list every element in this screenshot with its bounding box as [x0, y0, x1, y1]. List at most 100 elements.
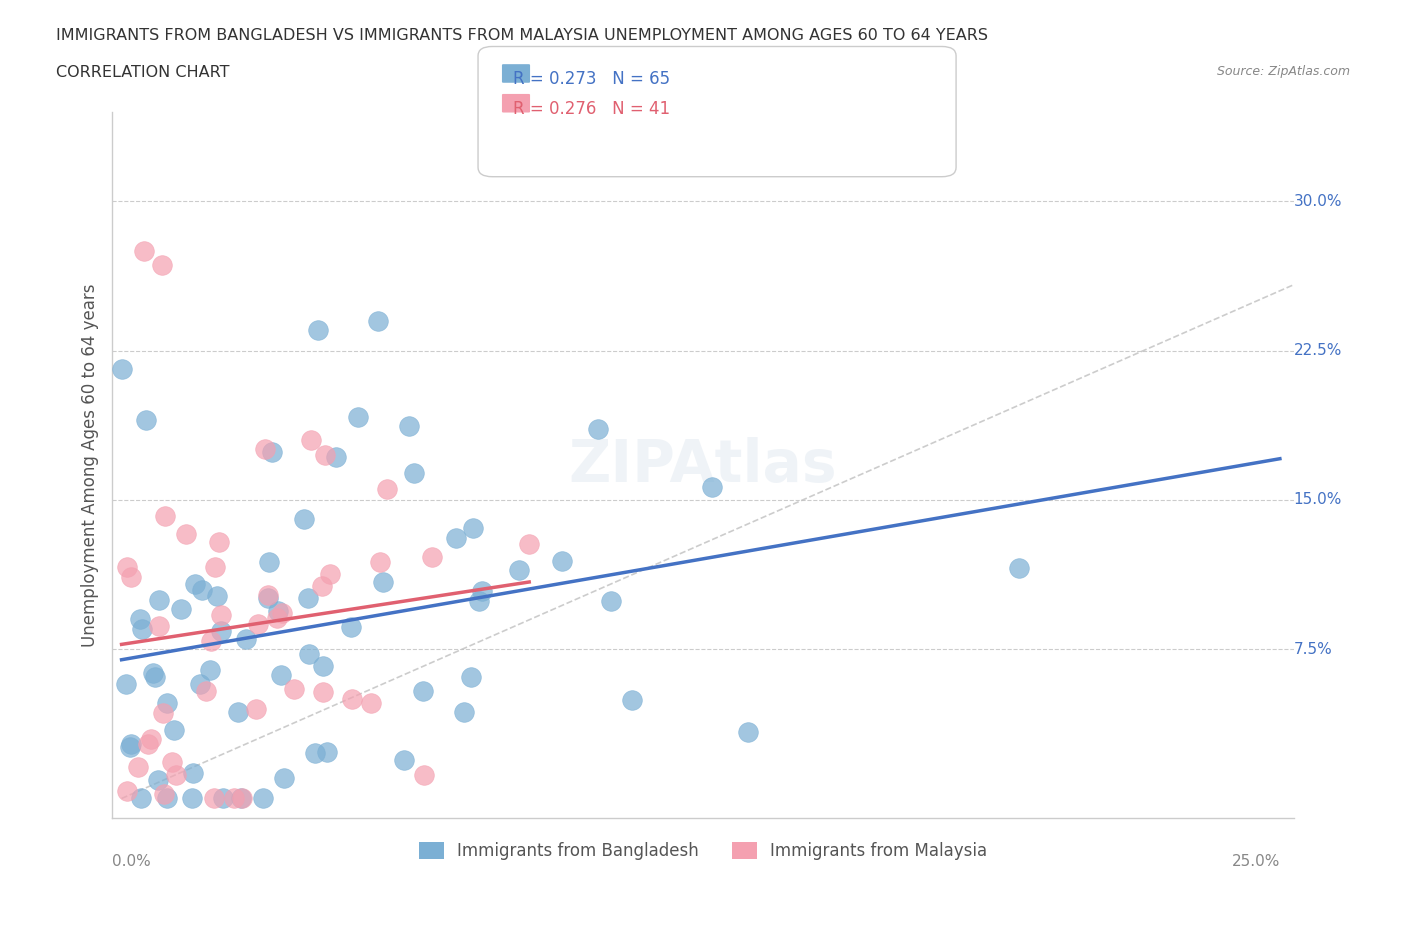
Text: 0.0%: 0.0%	[112, 855, 152, 870]
Text: R = 0.273   N = 65: R = 0.273 N = 65	[513, 70, 671, 87]
Text: 30.0%: 30.0%	[1294, 193, 1341, 208]
Point	[200, 634, 222, 649]
Point	[304, 746, 326, 761]
Point	[150, 258, 173, 272]
Text: Source: ZipAtlas.com: Source: ZipAtlas.com	[1216, 65, 1350, 78]
Point	[252, 791, 274, 806]
Point	[131, 621, 153, 636]
Point	[183, 577, 205, 591]
Point	[468, 594, 491, 609]
Point	[118, 739, 141, 754]
Point	[222, 791, 245, 806]
Point	[292, 512, 315, 526]
Point	[235, 631, 257, 646]
Point	[444, 530, 467, 545]
Point	[129, 791, 152, 806]
Text: 22.5%: 22.5%	[1294, 343, 1341, 358]
Point	[160, 755, 183, 770]
Point	[347, 410, 370, 425]
Point	[453, 705, 475, 720]
Point	[181, 791, 204, 806]
Point	[127, 760, 149, 775]
Point	[156, 696, 179, 711]
Point	[139, 732, 162, 747]
Point	[271, 605, 294, 620]
Text: 7.5%: 7.5%	[1294, 642, 1333, 657]
Point	[371, 574, 394, 589]
Point	[198, 663, 221, 678]
Point	[420, 549, 443, 564]
Point	[737, 724, 759, 739]
Point	[319, 566, 342, 581]
Point	[202, 791, 225, 806]
Point	[621, 693, 644, 708]
Point	[270, 668, 292, 683]
Point	[148, 592, 170, 607]
Point	[138, 737, 160, 751]
Point	[135, 413, 157, 428]
Point	[156, 791, 179, 806]
Point	[153, 787, 176, 802]
Point	[115, 676, 138, 691]
Point	[402, 466, 425, 481]
Point	[162, 723, 184, 737]
Point	[586, 421, 609, 436]
Point	[153, 509, 176, 524]
Point	[339, 619, 361, 634]
Point	[398, 418, 420, 433]
Text: CORRELATION CHART: CORRELATION CHART	[56, 65, 229, 80]
Point	[143, 670, 166, 684]
Point	[142, 666, 165, 681]
Point	[599, 593, 621, 608]
Point	[340, 692, 363, 707]
Point	[165, 767, 187, 782]
Point	[311, 578, 333, 593]
Point	[191, 582, 214, 597]
Point	[367, 313, 389, 328]
Point	[1008, 561, 1031, 576]
Point	[360, 696, 382, 711]
Y-axis label: Unemployment Among Ages 60 to 64 years: Unemployment Among Ages 60 to 64 years	[80, 284, 98, 646]
Point	[226, 705, 249, 720]
Point	[245, 701, 267, 716]
Point	[517, 537, 540, 551]
Point	[115, 784, 138, 799]
Text: IMMIGRANTS FROM BANGLADESH VS IMMIGRANTS FROM MALAYSIA UNEMPLOYMENT AMONG AGES 6: IMMIGRANTS FROM BANGLADESH VS IMMIGRANTS…	[56, 28, 988, 43]
Point	[111, 362, 134, 377]
Point	[194, 684, 217, 698]
Point	[298, 646, 321, 661]
Text: ZIPAtlas: ZIPAtlas	[568, 436, 838, 494]
Point	[700, 479, 723, 494]
Point	[229, 791, 252, 806]
Point	[181, 765, 204, 780]
Point	[392, 752, 415, 767]
Point	[262, 445, 284, 459]
Text: 25.0%: 25.0%	[1232, 855, 1279, 870]
Point	[266, 610, 288, 625]
Text: 15.0%: 15.0%	[1294, 492, 1341, 508]
Point	[120, 737, 142, 751]
Point	[204, 559, 226, 574]
Point	[208, 534, 231, 549]
Point	[257, 554, 280, 569]
Point	[312, 658, 335, 673]
Point	[120, 569, 142, 584]
Point	[148, 772, 170, 787]
Point	[273, 771, 295, 786]
Point	[246, 617, 269, 631]
Point	[212, 791, 235, 806]
Point	[148, 618, 170, 633]
Point	[209, 624, 232, 639]
Point	[412, 684, 434, 698]
Point	[463, 521, 485, 536]
Point	[551, 554, 574, 569]
Point	[283, 682, 305, 697]
Point	[170, 602, 193, 617]
Point	[370, 555, 392, 570]
Point	[257, 591, 280, 605]
Point	[312, 684, 335, 699]
Point	[315, 745, 337, 760]
Point	[209, 608, 232, 623]
Point	[299, 433, 322, 448]
Point	[205, 588, 228, 603]
